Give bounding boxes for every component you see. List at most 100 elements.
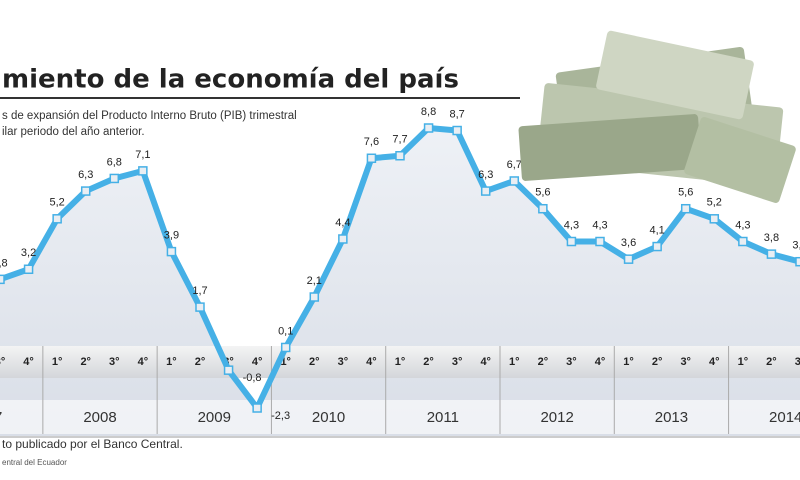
marker bbox=[509, 176, 520, 186]
marker bbox=[80, 186, 91, 196]
marker bbox=[52, 214, 62, 224]
x-tick-label: 2° bbox=[766, 356, 777, 368]
marker bbox=[280, 342, 291, 353]
value-label: 3,9 bbox=[164, 230, 179, 242]
value-label: 5,6 bbox=[535, 187, 550, 199]
marker bbox=[795, 256, 800, 267]
subtitle: s de expansión del Producto Interno Brut… bbox=[2, 110, 297, 122]
x-tick-label: 4° bbox=[595, 356, 606, 368]
x-tick-label: 1° bbox=[395, 356, 406, 368]
year-band bbox=[0, 400, 800, 434]
x-tick-label: 3° bbox=[566, 356, 577, 368]
x-tick-label: 1° bbox=[280, 356, 291, 368]
value-label: 6,3 bbox=[478, 169, 493, 181]
value-label: 6,8 bbox=[107, 156, 122, 168]
value-label: 5,2 bbox=[49, 197, 64, 209]
value-label: 6,7 bbox=[507, 159, 522, 171]
marker bbox=[23, 264, 34, 275]
marker bbox=[452, 125, 462, 136]
marker bbox=[623, 254, 634, 264]
subtitle: ilar periodo del año anterior. bbox=[2, 126, 145, 138]
marker bbox=[109, 173, 120, 184]
x-tick-label: 2° bbox=[538, 356, 549, 368]
value-label: 4,1 bbox=[649, 224, 664, 236]
value-label: 8,7 bbox=[449, 108, 464, 120]
marker bbox=[652, 241, 662, 252]
marker bbox=[166, 246, 177, 257]
x-tick-label: 4° bbox=[480, 356, 491, 368]
note: to publicado por el Banco Central. bbox=[2, 437, 183, 451]
marker bbox=[138, 166, 148, 176]
x-tick-label: 2° bbox=[80, 356, 91, 368]
x-tick-label: 2° bbox=[195, 356, 206, 368]
year-label: 2009 bbox=[198, 409, 231, 426]
x-tick-label: 1° bbox=[738, 356, 749, 368]
year-label: 2008 bbox=[83, 409, 116, 426]
x-tick-label: 3° bbox=[680, 356, 691, 368]
x-tick-label: 1° bbox=[623, 356, 634, 368]
marker bbox=[366, 153, 377, 164]
marker bbox=[738, 236, 748, 247]
x-tick-label: 1° bbox=[166, 356, 177, 368]
marker bbox=[309, 292, 320, 302]
quarter-band bbox=[0, 346, 800, 378]
x-tick-label: 1° bbox=[509, 356, 520, 368]
x-tick-label: 2° bbox=[423, 356, 434, 368]
value-label: 7,1 bbox=[135, 149, 150, 161]
marker bbox=[595, 236, 605, 247]
year-label: 2014 bbox=[769, 409, 800, 426]
x-tick-label: 3° bbox=[0, 356, 5, 368]
marker bbox=[680, 203, 691, 214]
marker bbox=[252, 403, 262, 413]
marker bbox=[566, 236, 577, 247]
marker bbox=[223, 365, 234, 375]
money-illustration bbox=[518, 30, 796, 203]
value-label: 2,1 bbox=[307, 275, 322, 287]
value-label: 4,3 bbox=[592, 219, 607, 231]
x-tick-label: 4° bbox=[252, 356, 263, 368]
marker bbox=[195, 302, 205, 312]
year-label: 2007 bbox=[0, 409, 2, 426]
x-tick-label: 2° bbox=[309, 356, 320, 368]
chart-title: miento de la economía del país bbox=[2, 65, 459, 95]
value-label: 7,6 bbox=[364, 136, 379, 148]
x-tick-label: 4° bbox=[23, 356, 34, 368]
value-label: 1,7 bbox=[192, 285, 207, 297]
marker bbox=[395, 150, 405, 161]
marker bbox=[709, 214, 720, 224]
x-tick-label: 3° bbox=[338, 356, 349, 368]
value-label: 3,8 bbox=[764, 232, 779, 244]
x-tick-label: 1° bbox=[52, 356, 63, 368]
x-tick-label: 2° bbox=[652, 356, 663, 368]
marker bbox=[766, 249, 777, 259]
marker bbox=[423, 123, 434, 133]
value-label: 6,3 bbox=[78, 169, 93, 181]
year-label: 2010 bbox=[312, 409, 345, 426]
value-label: 7,7 bbox=[392, 134, 407, 146]
x-tick-label: 4° bbox=[709, 356, 720, 368]
x-tick-label: 3° bbox=[452, 356, 463, 368]
marker bbox=[0, 274, 5, 285]
value-label: -2,3 bbox=[271, 410, 290, 422]
marker bbox=[480, 186, 491, 196]
value-label: 3,5 bbox=[792, 240, 800, 252]
year-label: 2012 bbox=[540, 409, 573, 426]
value-label: 4,3 bbox=[735, 219, 750, 231]
marker bbox=[538, 203, 548, 214]
value-label: -0,8 bbox=[243, 372, 262, 384]
year-label: 2011 bbox=[427, 409, 459, 426]
value-label: 2,8 bbox=[0, 257, 8, 269]
x-tick-label: 4° bbox=[138, 356, 149, 368]
value-label: 4,3 bbox=[564, 219, 579, 231]
value-label: 8,8 bbox=[421, 106, 436, 118]
source: entral del Ecuador bbox=[2, 458, 67, 467]
value-label: 5,2 bbox=[707, 197, 722, 209]
year-label: 2013 bbox=[655, 409, 688, 426]
x-tick-label: 3° bbox=[795, 356, 800, 368]
x-tick-label: 3° bbox=[223, 356, 234, 368]
value-label: 0,1 bbox=[278, 325, 293, 337]
x-tick-label: 3° bbox=[109, 356, 120, 368]
value-label: 5,6 bbox=[678, 187, 693, 199]
x-tick-label: 4° bbox=[366, 356, 377, 368]
